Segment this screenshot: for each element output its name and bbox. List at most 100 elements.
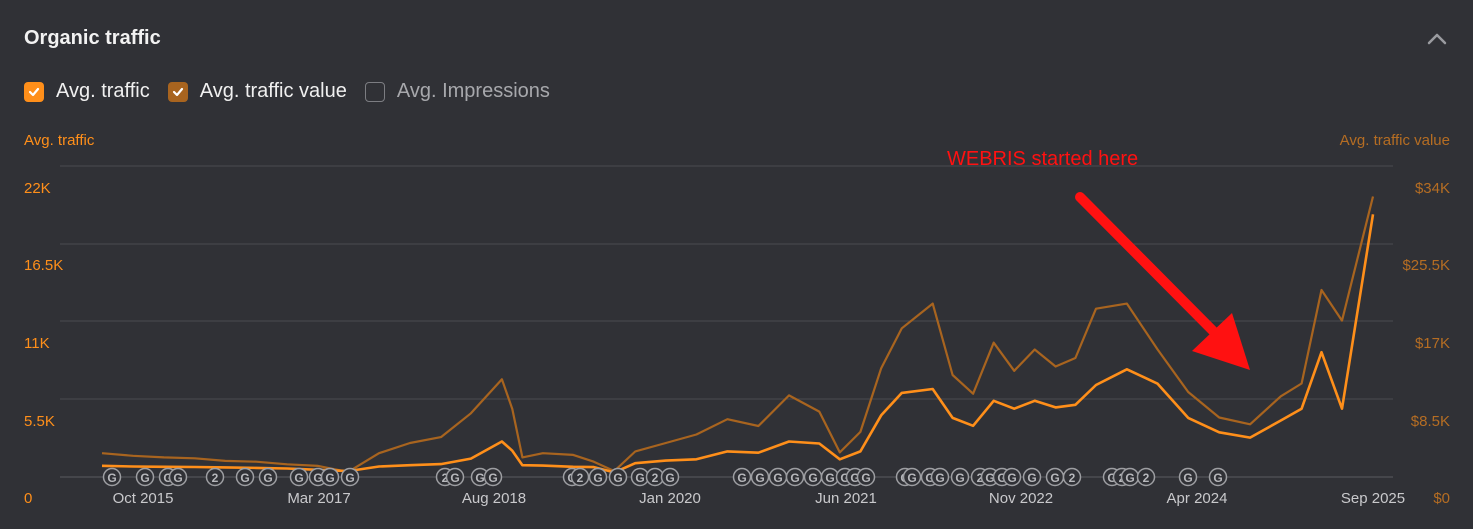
marker-label: G — [1183, 471, 1192, 485]
google-update-marker: G — [930, 467, 950, 487]
marker-label: G — [955, 471, 964, 485]
google-update-marker: G — [102, 467, 122, 487]
google-update-marker: G — [289, 467, 309, 487]
marker-label: G — [790, 471, 799, 485]
marker-label: G — [861, 471, 870, 485]
marker-label: G — [665, 471, 674, 485]
google-update-marker: G — [902, 467, 922, 487]
google-update-marker: G — [340, 467, 360, 487]
marker-label: G — [163, 471, 172, 485]
marker-label: G — [825, 471, 834, 485]
marker-label: G — [1107, 471, 1116, 485]
google-update-marker: G — [856, 467, 876, 487]
google-update-marker: G — [1022, 467, 1042, 487]
marker-label: G — [635, 471, 644, 485]
event-count-marker: 2 — [570, 467, 590, 487]
series-line-avg-traffic — [101, 214, 1375, 474]
google-update-marker: G — [445, 467, 465, 487]
x-tick: Oct 2015 — [112, 490, 174, 507]
event-count-marker: 2 — [1136, 467, 1156, 487]
legend-label: Avg. traffic — [56, 80, 150, 102]
marker-label: G — [140, 471, 149, 485]
annotation-arrow — [1075, 192, 1250, 370]
google-update-marker: G — [950, 467, 970, 487]
marker-label: G — [997, 471, 1006, 485]
event-count-marker: 2 — [205, 467, 225, 487]
marker-label: G — [173, 471, 182, 485]
marker-label: 2 — [977, 471, 984, 485]
marker-label: G — [737, 471, 746, 485]
marker-label: G — [840, 471, 849, 485]
google-update-marker: G — [785, 467, 805, 487]
marker-label: G — [755, 471, 764, 485]
google-update-marker: G — [1120, 467, 1140, 487]
grid-lines — [60, 165, 1393, 478]
y-axis-right-title: Avg. traffic value — [1339, 132, 1450, 149]
marker-label: 2 — [577, 471, 584, 485]
marker-label: G — [850, 471, 859, 485]
checkbox-avg-impressions[interactable] — [364, 81, 385, 102]
google-update-marker: G — [168, 467, 188, 487]
y-left-tick: 0 — [24, 490, 33, 507]
legend-item-avg-traffic-value[interactable]: Avg. traffic value — [167, 80, 347, 103]
marker-label: G — [925, 471, 934, 485]
marker-label: G — [313, 471, 322, 485]
x-tick: Mar 2017 — [287, 490, 351, 507]
marker-label: 2 — [1143, 471, 1150, 485]
google-update-marker: G — [803, 467, 823, 487]
y-right-tick: $25.5K — [1402, 257, 1450, 274]
y-right-tick: $8.5K — [1410, 413, 1450, 430]
x-tick: Jan 2020 — [639, 490, 701, 507]
legend: Avg. traffic Avg. traffic value Avg. Imp… — [24, 80, 568, 103]
event-count-marker: 2 — [1062, 467, 1082, 487]
google-update-marker: G — [1208, 467, 1228, 487]
marker-label: G — [1050, 471, 1059, 485]
legend-item-avg-traffic[interactable]: Avg. traffic — [24, 80, 150, 103]
google-update-marker: G — [608, 467, 628, 487]
google-update-marker: G — [258, 467, 278, 487]
marker-label: G — [325, 471, 334, 485]
legend-label: Avg. Impressions — [396, 80, 550, 102]
marker-label: G — [613, 471, 622, 485]
x-tick: Aug 2018 — [461, 490, 527, 507]
marker-label: 2 — [212, 471, 219, 485]
google-update-marker: G — [660, 467, 680, 487]
google-update-marker: G — [135, 467, 155, 487]
marker-label: G — [1007, 471, 1016, 485]
marker-label: G — [240, 471, 249, 485]
y-left-tick: 5.5K — [24, 413, 55, 430]
marker-label: 2 — [1069, 471, 1076, 485]
google-update-marker: G — [235, 467, 255, 487]
marker-label: G — [985, 471, 994, 485]
google-update-marker: G — [768, 467, 788, 487]
marker-label: G — [773, 471, 782, 485]
y-left-tick: 11K — [24, 335, 50, 352]
legend-label: Avg. traffic value — [199, 80, 347, 102]
x-tick: Jun 2021 — [815, 490, 877, 507]
event-count-marker: 2 — [645, 467, 665, 487]
x-tick: Nov 2022 — [988, 490, 1054, 507]
google-update-marker: G — [1002, 467, 1022, 487]
y-axis-left-title: Avg. traffic — [24, 132, 95, 149]
checkbox-avg-traffic[interactable] — [24, 81, 44, 102]
legend-item-avg-impressions[interactable]: Avg. Impressions — [364, 80, 550, 103]
checkbox-avg-traffic-value[interactable] — [167, 81, 188, 102]
marker-label: G — [294, 471, 303, 485]
google-update-marker: G — [1045, 467, 1065, 487]
marker-label: G — [935, 471, 944, 485]
google-update-marker: G — [732, 467, 752, 487]
marker-label: G — [263, 471, 272, 485]
chevron-up-icon[interactable] — [1424, 28, 1450, 50]
marker-label: G — [1027, 471, 1036, 485]
google-update-marker: G — [1178, 467, 1198, 487]
google-update-marker: G — [750, 467, 770, 487]
marker-label: G — [593, 471, 602, 485]
marker-label: G — [450, 471, 459, 485]
annotation-text: WEBRIS started here — [947, 148, 1139, 170]
marker-label: 2 — [442, 471, 449, 485]
google-update-marker: G — [483, 467, 503, 487]
y-left-tick: 16.5K — [24, 257, 64, 274]
event-markers: GGGG2GGGGGG2GGGG2GGG2GGGGGGGGGGGGGGG2GGG… — [102, 467, 1228, 487]
